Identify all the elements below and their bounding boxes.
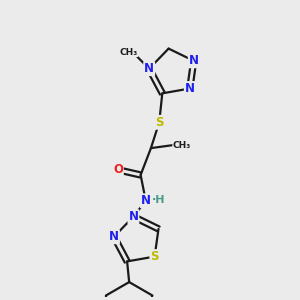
Text: S: S: [155, 116, 164, 129]
Text: CH₃: CH₃: [119, 48, 138, 57]
Text: N: N: [144, 62, 154, 75]
Text: S: S: [150, 250, 159, 263]
Text: CH₃: CH₃: [173, 140, 191, 149]
Text: O: O: [113, 163, 123, 176]
Text: N: N: [141, 194, 151, 207]
Text: N: N: [185, 82, 195, 95]
Text: N: N: [189, 54, 199, 67]
Text: N: N: [109, 230, 119, 243]
Text: ·H: ·H: [152, 195, 165, 205]
Text: N: N: [128, 210, 138, 223]
